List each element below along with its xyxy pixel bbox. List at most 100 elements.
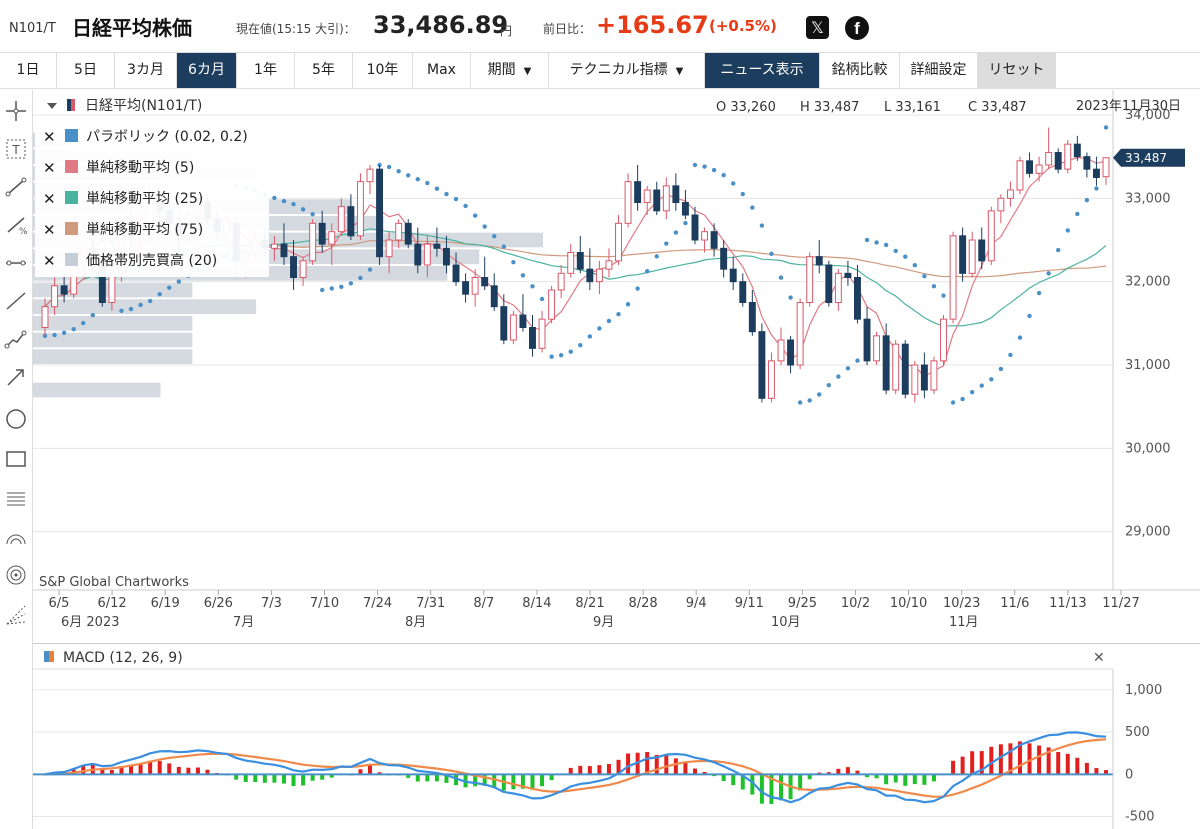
macd-histogram-bar (262, 774, 267, 783)
macd-histogram-bar (301, 774, 306, 786)
trendline-icon[interactable] (3, 174, 29, 200)
period-max-button[interactable]: Max (413, 53, 471, 88)
period-5y-button[interactable]: 5年 (295, 53, 353, 88)
candle (452, 252, 460, 286)
settings-button[interactable]: 詳細設定 (900, 53, 978, 88)
text-annotation-icon[interactable]: T (3, 136, 29, 162)
y-tick-label: 30,000 (1125, 441, 1171, 456)
candle (337, 198, 345, 236)
candle (691, 206, 699, 245)
legend-item[interactable]: ✕ パラボリック (0.02, 0.2) (43, 128, 248, 146)
fan-icon[interactable] (3, 602, 29, 628)
compare-button[interactable]: 銘柄比較 (820, 53, 900, 88)
fibonacci-icon[interactable] (3, 486, 29, 512)
facebook-share-icon[interactable]: f (845, 16, 869, 40)
collapse-caret-icon[interactable] (47, 103, 57, 109)
period-6m-button[interactable]: 6カ月 (177, 53, 237, 88)
x-tick-label: 7/10 (310, 596, 339, 611)
candle (1102, 157, 1110, 185)
macd-histogram-bar (922, 774, 927, 785)
macd-histogram-bar (807, 774, 812, 780)
rectangle-icon[interactable] (3, 446, 29, 472)
volume-by-price-bar (33, 316, 193, 331)
chevron-down-icon: ▼ (675, 66, 684, 77)
sar-dot (845, 366, 851, 371)
candle (729, 256, 737, 290)
fib-circle-icon[interactable] (3, 562, 29, 588)
sar-dot (750, 205, 755, 210)
macd-histogram-bar (960, 756, 965, 775)
macd-histogram-bar (492, 774, 497, 788)
macd-panel[interactable]: MACD (12, 26, 9) ✕ 1,000 500 0 -500 (33, 643, 1200, 829)
sar-dot (950, 400, 956, 405)
sar-dot (578, 342, 583, 348)
macd-histogram-bar (664, 755, 669, 775)
sar-dot (348, 281, 354, 286)
macd-histogram-bar (893, 774, 898, 783)
sar-dot (683, 220, 688, 226)
reset-button[interactable]: リセット (978, 53, 1056, 88)
macd-histogram-bar (769, 774, 774, 804)
month-label: 11月 (949, 615, 979, 630)
macd-tick-label: 1,000 (1125, 683, 1162, 698)
macd-histogram-bar (626, 753, 631, 775)
news-toggle-button[interactable]: ニュース表示 (705, 53, 820, 88)
legend-item[interactable]: ✕ 単純移動平均 (5) (43, 159, 194, 177)
candle (643, 185, 651, 215)
legend-item[interactable]: ✕ 単純移動平均 (75) (43, 221, 203, 239)
x-share-icon[interactable]: 𝕏 (806, 16, 829, 39)
candle (882, 323, 890, 395)
candle (863, 306, 871, 365)
sar-dot (492, 233, 497, 239)
macd-histogram-bar (167, 763, 172, 775)
period-1y-button[interactable]: 1年 (237, 53, 295, 88)
crosshair-icon[interactable] (3, 98, 29, 124)
candle (653, 181, 661, 215)
percent-line-icon[interactable]: % (3, 212, 29, 238)
watermark: S&P Global Chartworks (39, 575, 189, 590)
channel-icon[interactable] (3, 326, 29, 352)
legend-item[interactable]: ✕ 価格帯別売買高 (20) (43, 252, 217, 270)
macd-histogram-bar (1008, 743, 1013, 775)
sar-dot (635, 286, 640, 291)
period-dropdown[interactable]: 期間 ▼ (471, 53, 549, 88)
symbol-swatch-icon (67, 99, 71, 111)
circle-icon[interactable] (3, 406, 29, 432)
candle (873, 331, 881, 365)
fib-arc-icon[interactable] (3, 524, 29, 550)
remove-indicator-icon[interactable]: ✕ (43, 252, 56, 270)
candle (787, 335, 795, 374)
current-price: 33,486.89 (373, 11, 509, 39)
y-tick-label: 34,000 (1125, 108, 1171, 123)
horizontal-line-icon[interactable] (3, 250, 29, 276)
candle (834, 269, 842, 311)
remove-indicator-icon[interactable]: ✕ (43, 128, 56, 146)
candle (500, 294, 508, 345)
sar-dot (826, 383, 832, 388)
legend-item[interactable]: ✕ 単純移動平均 (25) (43, 190, 203, 208)
macd-histogram-bar (129, 764, 134, 775)
period-5d-button[interactable]: 5日 (57, 53, 115, 88)
period-10y-button[interactable]: 10年 (353, 53, 413, 88)
price-chart-canvas[interactable]: 29,000 30,000 31,000 32,000 33,000 34,000 6/5… (33, 90, 1200, 630)
remove-indicator-icon[interactable]: ✕ (43, 159, 56, 177)
close-macd-icon[interactable]: ✕ (1093, 650, 1105, 666)
remove-indicator-icon[interactable]: ✕ (43, 190, 56, 208)
sar-dot (1027, 313, 1032, 319)
indicator-dropdown[interactable]: テクニカル指標 ▼ (549, 53, 705, 88)
macd-histogram-bar (979, 751, 984, 775)
period-3m-button[interactable]: 3カ月 (115, 53, 177, 88)
candle (519, 294, 527, 332)
price-chart[interactable]: 29,000 30,000 31,000 32,000 33,000 34,000 6/5… (33, 90, 1200, 630)
sar-dot (664, 241, 669, 246)
ohlc-high: H 33,487 (800, 100, 859, 115)
candle (490, 273, 498, 311)
sar-dot (625, 302, 631, 307)
candle (681, 190, 689, 220)
remove-indicator-icon[interactable]: ✕ (43, 221, 56, 239)
period-1d-button[interactable]: 1日 (0, 53, 57, 88)
macd-canvas[interactable]: MACD (12, 26, 9) ✕ 1,000 500 0 -500 (33, 643, 1200, 829)
sar-dot (692, 162, 698, 168)
ray-line-icon[interactable] (3, 288, 29, 314)
arrow-icon[interactable] (3, 364, 29, 390)
